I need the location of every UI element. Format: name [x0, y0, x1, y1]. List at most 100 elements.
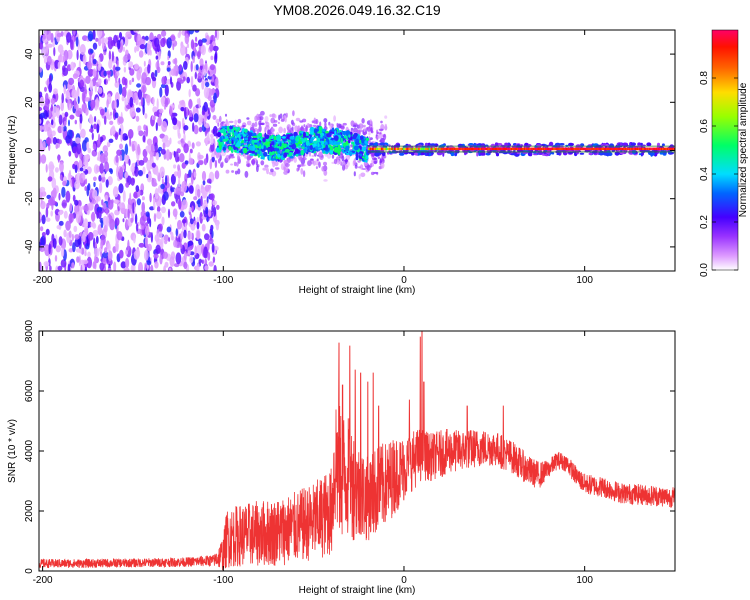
spectrogram-cell — [76, 142, 82, 155]
spectrogram-cell — [273, 120, 278, 123]
spectrogram-cell — [560, 147, 562, 151]
spectrogram-cell — [127, 239, 130, 252]
spectrogram-cell — [84, 186, 87, 191]
spectrogram-cell — [349, 151, 353, 155]
spectrogram-cell — [82, 259, 89, 265]
spectrogram-cell — [548, 147, 550, 151]
spectrogram-cell — [173, 164, 177, 169]
spectrogram-cell — [227, 129, 230, 132]
spectrogram-cell — [665, 147, 667, 151]
spectrogram-cell — [150, 143, 155, 153]
spectrogram-cell — [109, 168, 113, 175]
spectrogram-cell — [122, 218, 125, 223]
spectrogram-cell — [85, 107, 89, 116]
spectrogram-cell — [91, 132, 94, 141]
spectrogram-cell — [418, 147, 420, 151]
spectrogram-cell — [522, 151, 529, 154]
spectrogram-cell — [646, 142, 652, 147]
spectrogram-cell — [659, 147, 661, 151]
spectrogram-cell — [64, 111, 69, 117]
spectrogram-cell — [175, 252, 182, 265]
spectrogram-cell — [212, 45, 219, 52]
spectrogram-cell — [289, 127, 294, 135]
spectrogram-cell — [534, 147, 537, 151]
spectrogram-cell — [444, 147, 446, 151]
spectrogram-cell — [533, 147, 536, 151]
spectrogram-cell — [391, 147, 393, 151]
spectrogram-cell — [75, 36, 79, 47]
spectrogram-cell — [601, 147, 603, 151]
snr-y-tick-label: 0 — [24, 568, 35, 574]
spectrogram-cell — [73, 97, 77, 110]
spectrogram-cell — [76, 49, 79, 61]
spectrogram-cell — [237, 168, 241, 175]
spectrogram-cell — [91, 211, 96, 222]
spectrogram-cell — [381, 147, 384, 151]
spectrogram-cell — [542, 147, 544, 151]
spectrogram-cell — [174, 151, 179, 163]
spectrogram-cell — [96, 156, 101, 161]
spectrogram-cell — [140, 211, 144, 216]
spectrogram-cell — [49, 265, 52, 271]
spectrogram-cell — [657, 147, 659, 151]
spectrogram-cell — [569, 147, 571, 151]
spectrogram-cell — [504, 147, 506, 151]
spectrogram-cell — [262, 167, 267, 171]
spectrogram-cell — [39, 261, 42, 271]
spectrogram-cell — [131, 77, 135, 83]
spectrogram-cell — [207, 240, 210, 251]
spectrogram-cell — [130, 177, 135, 186]
spectrogram-cell — [205, 35, 211, 46]
spectrogram-cell — [497, 147, 499, 151]
spectrogram-cell — [120, 202, 126, 214]
spectrogram-cell — [68, 169, 72, 179]
spectrogram-cell — [149, 192, 152, 203]
spectrogram-cell — [312, 143, 317, 147]
colorbar: 0.0 0.2 0.4 0.6 0.8 Normalized spectral ampl… — [699, 29, 749, 277]
spectrogram-cell — [87, 183, 91, 191]
spectrogram-cell — [464, 147, 466, 151]
spectrogram-cell — [536, 147, 539, 151]
spectrogram-cell — [407, 147, 409, 151]
spectrogram-y-tick-label: -40 — [24, 239, 35, 254]
spectrogram-cell — [156, 201, 160, 207]
spectrogram-cell — [420, 152, 425, 156]
spectrogram-cell — [187, 231, 193, 240]
spectrogram-cell — [57, 44, 64, 53]
spectrogram-cell — [90, 49, 94, 54]
spectrogram-cell — [45, 207, 49, 218]
spectrogram-y-tick-label: -20 — [24, 191, 35, 206]
spectrogram-cell — [130, 264, 135, 271]
spectrogram-cell — [57, 211, 63, 216]
spectrogram-cell — [71, 233, 75, 242]
spectrogram-cell — [352, 125, 357, 128]
spectrogram-cell — [301, 146, 305, 149]
spectrogram-cell — [234, 170, 238, 175]
spectrogram-cell — [95, 235, 99, 244]
spectrogram-cell — [72, 194, 76, 202]
spectrogram-cell — [488, 147, 490, 151]
spectrogram-cell — [159, 87, 163, 98]
spectrogram-cell — [141, 196, 145, 201]
spectrogram-cell — [192, 55, 195, 64]
spectrogram-cell — [309, 158, 314, 161]
spectrogram-cell — [468, 147, 470, 151]
spectrogram-cell — [223, 138, 228, 142]
spectrogram-cell — [124, 78, 128, 86]
spectrogram-cell — [174, 57, 178, 66]
spectrogram-cell — [438, 147, 440, 151]
spectrogram-cell — [160, 61, 165, 66]
spectrogram-cell — [56, 107, 60, 119]
spectrogram-cell — [640, 147, 642, 151]
spectrogram-cell — [228, 155, 231, 160]
spectrogram-cell — [269, 146, 274, 153]
spectrogram-cell — [573, 147, 575, 151]
spectrogram-cell — [212, 256, 216, 264]
spectrogram-cell — [66, 32, 72, 43]
spectrogram-cell — [231, 129, 234, 134]
spectrogram-cell — [397, 147, 399, 151]
spectrogram-cell — [254, 142, 259, 145]
spectrogram-cell — [48, 161, 55, 173]
spectrogram-cell — [387, 151, 390, 155]
spectrogram-cell — [371, 151, 376, 157]
